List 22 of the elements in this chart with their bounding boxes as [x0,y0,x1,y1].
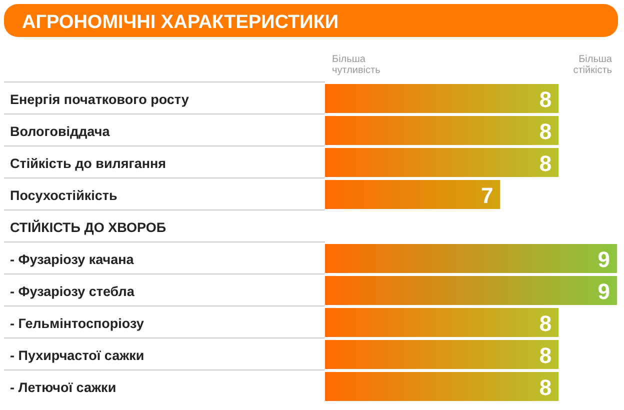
y-tick-label: - Пухирчастої сажки [10,348,144,363]
y-tick-label: - Летючої сажки [10,380,116,395]
chart-title: АГРОНОМІЧНІ ХАРАКТЕРИСТИКИ [22,12,338,33]
data-label: 8 [539,119,552,144]
text: Більша стійкість [573,54,612,76]
data-label: 8 [539,151,552,176]
data-label: 9 [598,279,610,304]
data-label: 8 [539,343,552,368]
y-tick-label: Стійкість до вилягання [10,156,166,171]
y-tick-label: - Гельмінтоспоріозу [10,316,144,331]
y-tick-label: - Фузаріозу качана [10,252,134,267]
y-tick-label: СТІЙКІСТЬ ДО ХВОРОБ [10,219,166,235]
data-label: 8 [539,87,552,112]
y-tick-label: Посухостійкість [10,188,118,203]
data-label: 8 [539,375,552,400]
y-tick-label: Вологовіддача [10,124,110,139]
text: Більша чутливість [332,54,380,76]
data-label: 9 [598,247,610,272]
data-label: 8 [539,311,552,336]
y-tick-label: - Фузаріозу стебла [10,284,135,299]
data-label: 7 [480,183,494,208]
y-tick-label: Енергія початкового росту [10,92,190,107]
